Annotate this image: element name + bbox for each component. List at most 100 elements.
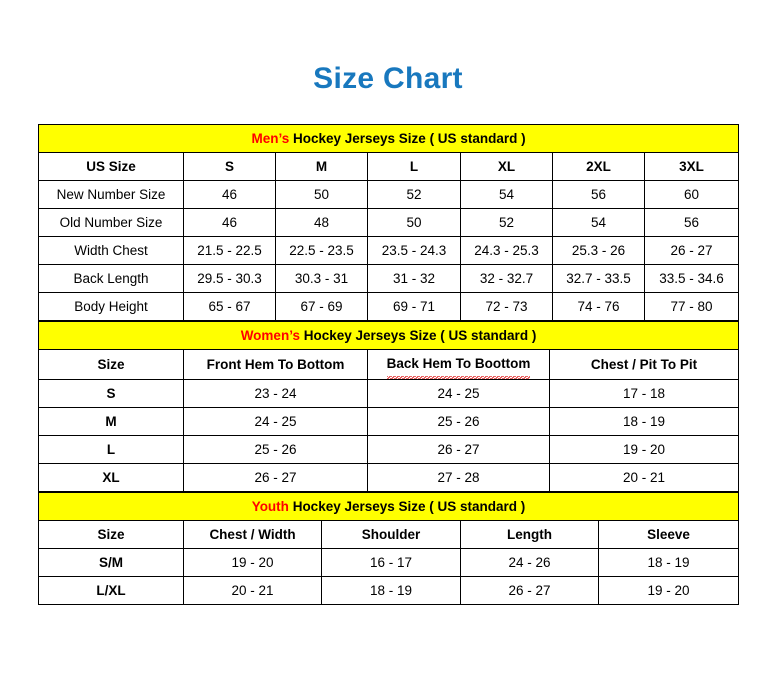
table-header-row: US Size S M L XL 2XL 3XL <box>38 152 740 181</box>
mens-cell-0-3: 54 <box>460 180 553 209</box>
mens-row-label-0: New Number Size <box>38 180 184 209</box>
mens-cell-1-0: 46 <box>183 208 276 237</box>
youth-cell-0-3: 18 - 19 <box>598 548 739 577</box>
womens-cell-2-2: 19 - 20 <box>549 435 739 464</box>
youth-cell-1-2: 26 - 27 <box>460 576 599 605</box>
youth-band-rest: Hockey Jerseys Size ( US standard ) <box>288 499 526 514</box>
womens-col-head-2: Back Hem To Boottom <box>367 349 550 380</box>
womens-row-label-3: XL <box>38 463 184 492</box>
womens-cell-0-1: 24 - 25 <box>367 379 550 408</box>
youth-cell-1-1: 18 - 19 <box>321 576 461 605</box>
mens-cell-0-4: 56 <box>552 180 645 209</box>
youth-band-accent: Youth <box>251 499 289 514</box>
womens-cell-2-0: 25 - 26 <box>183 435 368 464</box>
mens-cell-0-5: 60 <box>643 180 740 209</box>
mens-cell-3-0: 29.5 - 30.3 <box>183 264 276 293</box>
table-row: XL 26 - 27 27 - 28 20 - 21 <box>38 463 739 492</box>
table-section-header-row: Women’s Hockey Jerseys Size ( US standar… <box>38 321 739 350</box>
mens-cell-2-0: 21.5 - 22.5 <box>183 236 276 265</box>
mens-cell-2-5: 26 - 27 <box>643 236 740 265</box>
mens-cell-0-2: 52 <box>367 180 461 209</box>
mens-cell-4-3: 72 - 73 <box>460 292 553 321</box>
table-row: Body Height 65 - 67 67 - 69 69 - 71 72 -… <box>38 292 740 321</box>
table-row: Width Chest 21.5 - 22.5 22.5 - 23.5 23.5… <box>38 236 740 265</box>
mens-col-head-3: L <box>367 152 461 181</box>
mens-cell-1-3: 52 <box>460 208 553 237</box>
mens-section-band: Men’s Hockey Jerseys Size ( US standard … <box>37 124 740 153</box>
table-row: L 25 - 26 26 - 27 19 - 20 <box>38 435 739 464</box>
youth-section-band: Youth Hockey Jerseys Size ( US standard … <box>38 492 739 521</box>
table-row: M 24 - 25 25 - 26 18 - 19 <box>38 407 739 436</box>
womens-section-band: Women’s Hockey Jerseys Size ( US standar… <box>38 321 739 350</box>
womens-row-label-1: M <box>38 407 184 436</box>
mens-col-head-4: XL <box>460 152 553 181</box>
mens-col-head-5: 2XL <box>552 152 645 181</box>
womens-col-head-1: Front Hem To Bottom <box>183 349 368 380</box>
mens-cell-2-2: 23.5 - 24.3 <box>367 236 461 265</box>
mens-cell-1-2: 50 <box>367 208 461 237</box>
youth-cell-0-2: 24 - 26 <box>460 548 599 577</box>
mens-band-accent: Men’s <box>251 131 290 146</box>
womens-cell-3-2: 20 - 21 <box>549 463 739 492</box>
table-row: S/M 19 - 20 16 - 17 24 - 26 18 - 19 <box>38 548 739 577</box>
youth-size-table: Youth Hockey Jerseys Size ( US standard … <box>38 492 739 605</box>
mens-cell-3-4: 32.7 - 33.5 <box>552 264 645 293</box>
mens-cell-4-2: 69 - 71 <box>367 292 461 321</box>
womens-band-accent: Women’s <box>240 328 300 343</box>
table-row: S 23 - 24 24 - 25 17 - 18 <box>38 379 739 408</box>
youth-cell-0-0: 19 - 20 <box>183 548 322 577</box>
size-tables-container: Men’s Hockey Jerseys Size ( US standard … <box>37 124 740 605</box>
mens-cell-3-5: 33.5 - 34.6 <box>643 264 740 293</box>
youth-col-head-1: Chest / Width <box>183 520 322 549</box>
womens-row-label-2: L <box>38 435 184 464</box>
youth-row-label-1: L/XL <box>38 576 184 605</box>
mens-size-table: Men’s Hockey Jerseys Size ( US standard … <box>37 124 740 321</box>
mens-row-label-1: Old Number Size <box>38 208 184 237</box>
womens-cell-1-1: 25 - 26 <box>367 407 550 436</box>
mens-cell-4-4: 74 - 76 <box>552 292 645 321</box>
table-row: New Number Size 46 50 52 54 56 60 <box>38 180 740 209</box>
womens-col-head-3: Chest / Pit To Pit <box>549 349 739 380</box>
youth-cell-1-3: 19 - 20 <box>598 576 739 605</box>
mens-cell-3-3: 32 - 32.7 <box>460 264 553 293</box>
mens-col-head-2: M <box>275 152 368 181</box>
mens-cell-2-4: 25.3 - 26 <box>552 236 645 265</box>
mens-cell-3-2: 31 - 32 <box>367 264 461 293</box>
womens-size-table: Women’s Hockey Jerseys Size ( US standar… <box>38 321 739 492</box>
youth-col-head-2: Shoulder <box>321 520 461 549</box>
mens-col-head-6: 3XL <box>643 152 740 181</box>
table-row: Old Number Size 46 48 50 52 54 56 <box>38 208 740 237</box>
table-header-row: Size Front Hem To Bottom Back Hem To Boo… <box>38 349 739 380</box>
mens-col-head-1: S <box>183 152 276 181</box>
youth-col-head-0: Size <box>38 520 184 549</box>
table-section-header-row: Men’s Hockey Jerseys Size ( US standard … <box>37 124 740 153</box>
table-header-row: Size Chest / Width Shoulder Length Sleev… <box>38 520 739 549</box>
table-section-header-row: Youth Hockey Jerseys Size ( US standard … <box>38 492 739 521</box>
womens-row-label-0: S <box>38 379 184 408</box>
womens-cell-0-2: 17 - 18 <box>549 379 739 408</box>
womens-cell-0-0: 23 - 24 <box>183 379 368 408</box>
mens-col-head-0: US Size <box>38 152 184 181</box>
mens-cell-4-5: 77 - 80 <box>643 292 740 321</box>
womens-cell-2-1: 26 - 27 <box>367 435 550 464</box>
mens-cell-2-3: 24.3 - 25.3 <box>460 236 553 265</box>
mens-cell-0-1: 50 <box>275 180 368 209</box>
mens-row-label-2: Width Chest <box>38 236 184 265</box>
mens-cell-4-0: 65 - 67 <box>183 292 276 321</box>
mens-cell-1-5: 56 <box>643 208 740 237</box>
youth-cell-0-1: 16 - 17 <box>321 548 461 577</box>
womens-cell-3-0: 26 - 27 <box>183 463 368 492</box>
womens-col-head-0: Size <box>38 349 184 380</box>
womens-band-rest: Hockey Jerseys Size ( US standard ) <box>299 328 537 343</box>
youth-row-label-0: S/M <box>38 548 184 577</box>
misspelled-text: Back Hem To Boottom <box>386 350 531 379</box>
mens-cell-1-4: 54 <box>552 208 645 237</box>
mens-cell-0-0: 46 <box>183 180 276 209</box>
table-row: L/XL 20 - 21 18 - 19 26 - 27 19 - 20 <box>38 576 739 605</box>
mens-cell-2-1: 22.5 - 23.5 <box>275 236 368 265</box>
mens-cell-1-1: 48 <box>275 208 368 237</box>
youth-cell-1-0: 20 - 21 <box>183 576 322 605</box>
womens-cell-1-2: 18 - 19 <box>549 407 739 436</box>
page-title: Size Chart <box>313 62 463 95</box>
